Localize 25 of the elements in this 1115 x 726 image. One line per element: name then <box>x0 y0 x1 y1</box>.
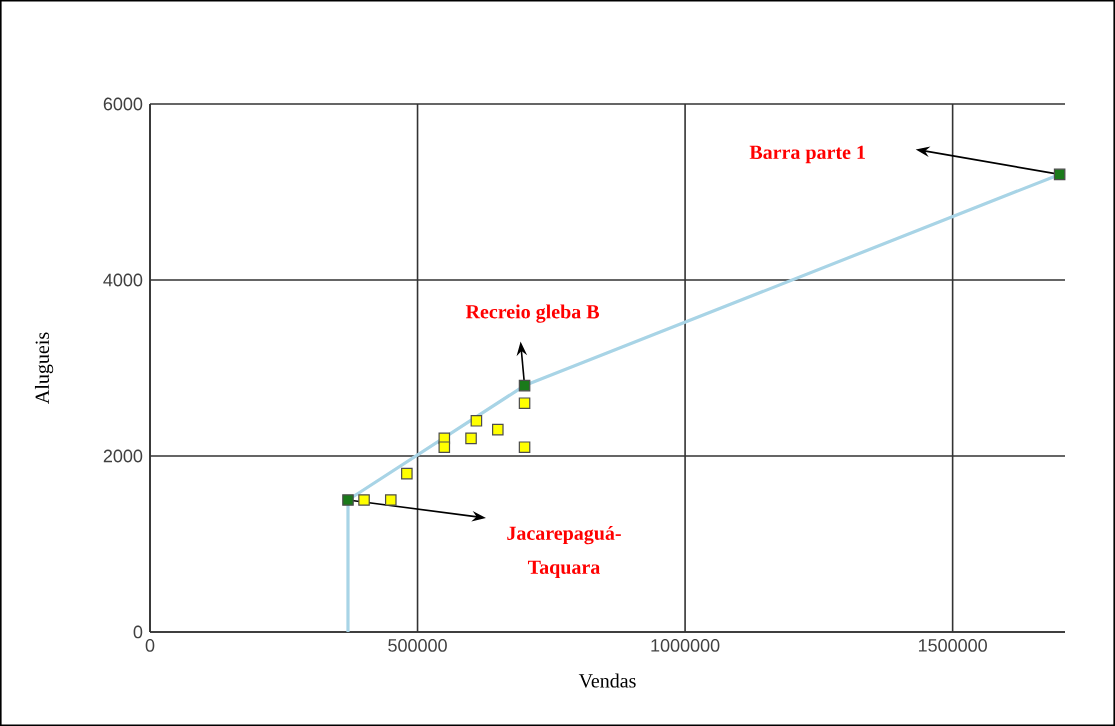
x-tick-label: 0 <box>145 639 155 652</box>
y-axis-title: Alugueis <box>34 332 54 404</box>
y-tick-label: 0 <box>133 625 143 639</box>
point <box>465 432 477 445</box>
point <box>438 441 451 453</box>
point <box>1053 168 1066 181</box>
point <box>518 441 531 453</box>
y-tick-label: 6000 <box>103 97 143 111</box>
point <box>401 467 413 480</box>
x-tick-label: 1000000 <box>651 639 720 652</box>
y-tick-label: 2000 <box>103 449 143 463</box>
x-tick-label: 500000 <box>388 639 447 652</box>
y-tick-label: 4000 <box>103 273 143 287</box>
point <box>492 423 504 436</box>
point <box>470 415 483 427</box>
annotation: Barra parte 1 <box>749 145 865 164</box>
point <box>384 494 397 506</box>
point <box>358 494 370 506</box>
x-axis-title: Vendas <box>578 673 636 688</box>
annotation: Recreio gleba B <box>465 304 600 323</box>
point <box>342 494 354 506</box>
annotation: Jacarepaguá-Taquara <box>507 525 621 579</box>
point <box>518 379 531 392</box>
point <box>518 397 531 409</box>
x-tick-label: 1500000 <box>918 639 987 652</box>
